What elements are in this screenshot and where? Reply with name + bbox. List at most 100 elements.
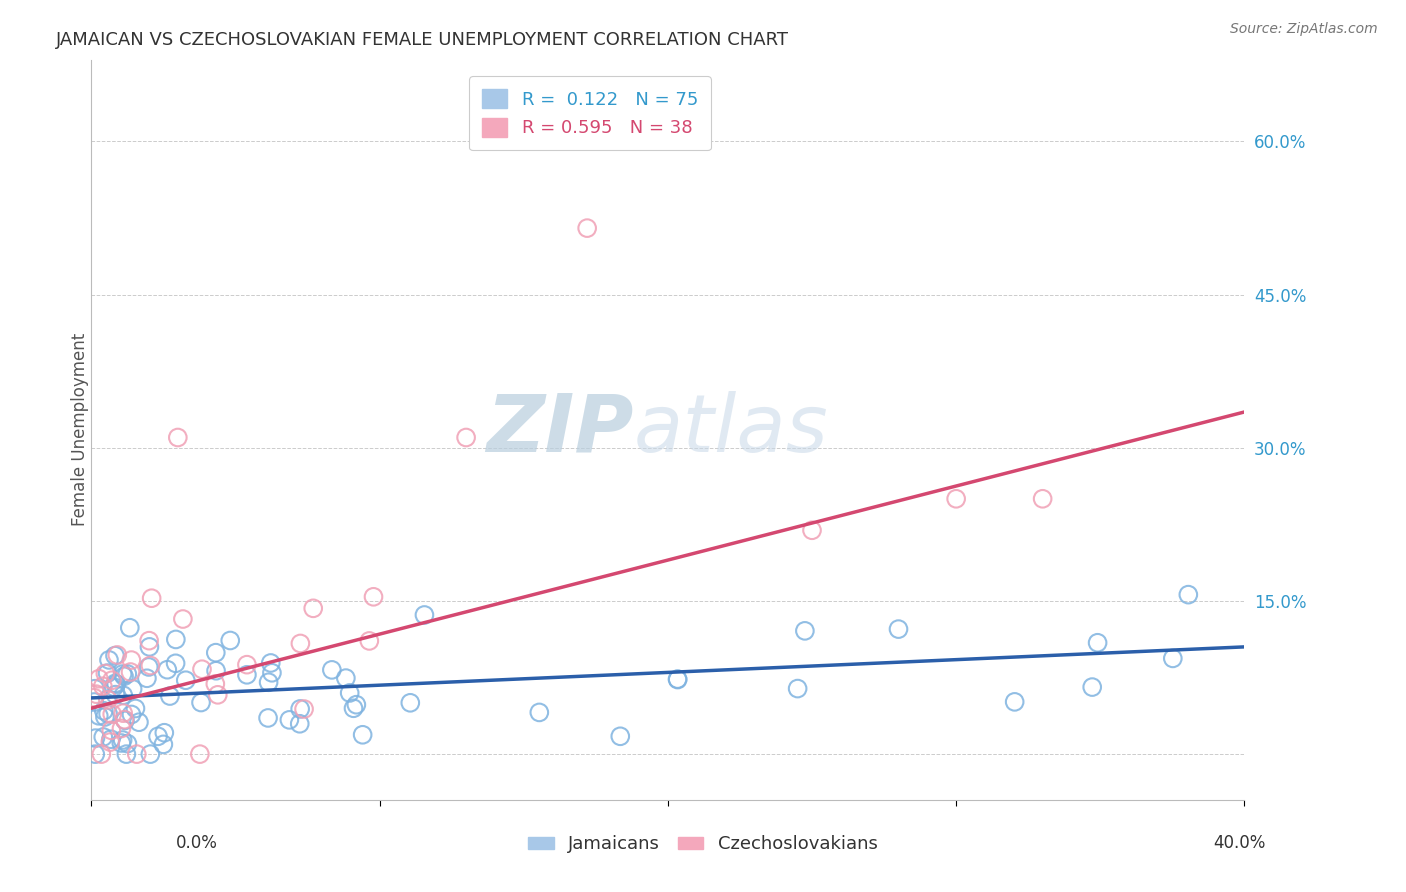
Point: [125, 747, 148, 761]
Point: [236, 668, 259, 682]
Point: [98, 735, 121, 749]
Point: [153, 725, 176, 739]
Point: [257, 711, 280, 725]
Point: [111, 667, 134, 681]
Point: [342, 701, 364, 715]
Legend: R =  0.122   N = 75, R = 0.595   N = 38: R = 0.122 N = 75, R = 0.595 N = 38: [470, 76, 711, 150]
Point: [84, 731, 107, 745]
Point: [339, 686, 361, 700]
Point: [529, 706, 551, 720]
Point: [83, 695, 105, 709]
Point: [84, 687, 107, 701]
Point: [801, 523, 824, 537]
Point: [118, 621, 141, 635]
Point: [91, 730, 114, 744]
Point: [111, 733, 134, 747]
Point: [120, 653, 142, 667]
Point: [945, 491, 967, 506]
Point: [165, 657, 187, 671]
Point: [363, 590, 385, 604]
Point: [136, 671, 159, 685]
Point: [138, 633, 160, 648]
Point: [191, 662, 214, 676]
Point: [159, 689, 181, 703]
Point: [94, 710, 117, 724]
Point: [112, 669, 135, 683]
Point: [887, 622, 910, 636]
Point: [172, 612, 194, 626]
Point: [257, 675, 280, 690]
Point: [91, 679, 114, 693]
Point: [666, 672, 689, 686]
Point: [174, 673, 197, 688]
Point: [84, 747, 107, 761]
Point: [90, 747, 112, 761]
Point: [576, 221, 599, 235]
Point: [97, 666, 120, 681]
Point: [114, 713, 136, 727]
Point: [219, 633, 242, 648]
Point: [359, 634, 381, 648]
Point: [205, 664, 228, 678]
Point: [321, 663, 343, 677]
Point: [204, 646, 226, 660]
Point: [105, 648, 128, 662]
Point: [138, 660, 160, 674]
Point: [166, 430, 188, 444]
Point: [128, 715, 150, 730]
Text: Source: ZipAtlas.com: Source: ZipAtlas.com: [1230, 22, 1378, 37]
Legend: Jamaicans, Czechoslovakians: Jamaicans, Czechoslovakians: [522, 829, 884, 861]
Point: [138, 640, 160, 654]
Point: [97, 706, 120, 721]
Point: [156, 663, 179, 677]
Point: [98, 653, 121, 667]
Point: [141, 591, 163, 606]
Point: [292, 702, 315, 716]
Point: [100, 732, 122, 747]
Point: [290, 636, 312, 650]
Point: [87, 708, 110, 723]
Point: [236, 657, 259, 672]
Point: [103, 680, 125, 694]
Text: 0.0%: 0.0%: [176, 834, 218, 852]
Point: [94, 666, 117, 681]
Point: [344, 698, 367, 712]
Point: [165, 632, 187, 647]
Point: [152, 737, 174, 751]
Point: [1004, 695, 1026, 709]
Point: [117, 737, 139, 751]
Point: [288, 716, 311, 731]
Point: [110, 736, 132, 750]
Point: [204, 677, 226, 691]
Point: [112, 688, 135, 702]
Point: [302, 601, 325, 615]
Point: [97, 693, 120, 707]
Point: [110, 722, 132, 736]
Point: [1032, 491, 1054, 506]
Point: [666, 673, 689, 687]
Point: [105, 677, 128, 691]
Text: atlas: atlas: [633, 391, 828, 469]
Point: [793, 624, 815, 638]
Point: [190, 696, 212, 710]
Point: [124, 701, 146, 715]
Point: [456, 430, 478, 444]
Point: [1161, 651, 1184, 665]
Text: 40.0%: 40.0%: [1213, 834, 1265, 852]
Point: [87, 672, 110, 686]
Point: [260, 656, 283, 670]
Point: [1087, 636, 1109, 650]
Point: [101, 707, 124, 722]
Text: ZIP: ZIP: [486, 391, 633, 469]
Point: [288, 702, 311, 716]
Point: [139, 747, 162, 761]
Point: [146, 729, 169, 743]
Point: [115, 747, 138, 761]
Point: [120, 665, 142, 679]
Point: [93, 704, 115, 718]
Point: [114, 714, 136, 728]
Point: [188, 747, 211, 761]
Point: [399, 696, 422, 710]
Point: [104, 676, 127, 690]
Point: [278, 713, 301, 727]
